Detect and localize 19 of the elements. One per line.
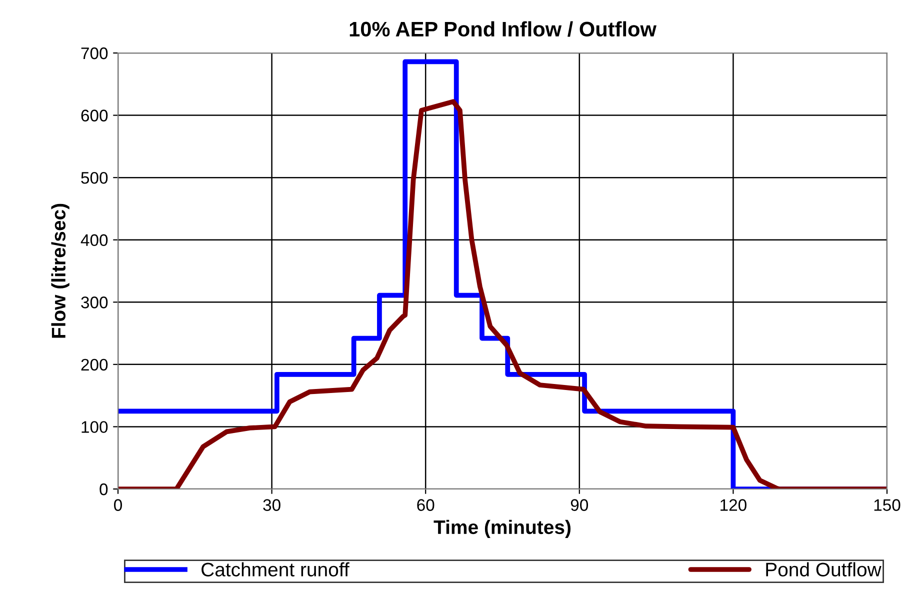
- legend-label: Pond Outflow: [766, 562, 882, 576]
- x-tick-label: 120: [720, 499, 746, 511]
- y-tick-label: 400: [80, 234, 108, 246]
- y-tick-label: 300: [81, 296, 108, 308]
- y-tick-label: 200: [81, 358, 108, 371]
- x-tick-label: 90: [570, 499, 588, 511]
- x-tick-label: 60: [417, 499, 434, 511]
- x-tick-label: 30: [263, 499, 280, 511]
- y-tick-label: 0: [100, 483, 108, 496]
- y-tick-label: 100: [82, 421, 108, 433]
- legend-label: Catchment runoff: [202, 562, 350, 576]
- chart-title: 10% AEP Pond Inflow / Outflow: [350, 21, 656, 37]
- y-tick-label: 700: [81, 47, 108, 60]
- y-tick-label: 600: [81, 110, 108, 122]
- y-axis-title: Flow (litre/sec): [51, 204, 70, 338]
- x-tick-label: 150: [874, 499, 900, 511]
- x-axis-title: Time (minutes): [434, 520, 571, 538]
- y-tick-label: 500: [81, 172, 108, 184]
- x-tick-label: 0: [114, 499, 122, 511]
